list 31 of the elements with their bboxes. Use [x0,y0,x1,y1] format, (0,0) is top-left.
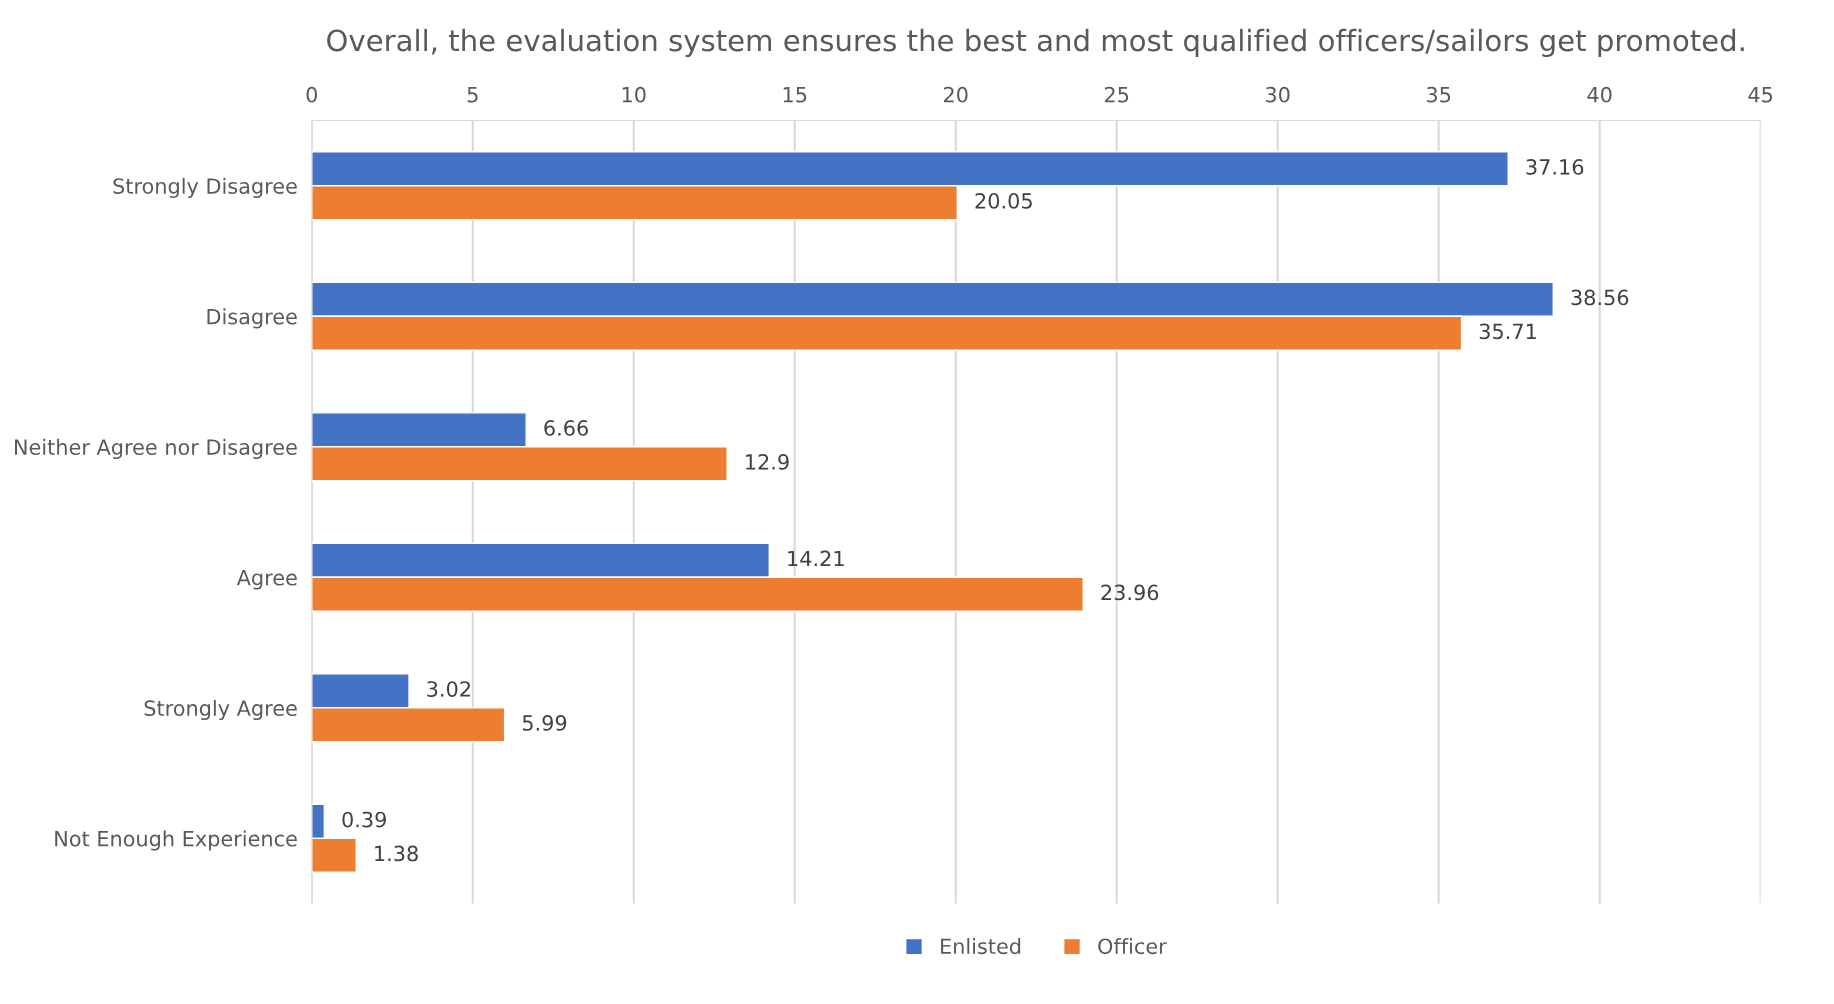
x-tick-label: 25 [1104,86,1129,103]
y-tick-label: Disagree [207,308,297,329]
data-label: 0.39 [342,811,386,828]
x-tick-label: 40 [1587,86,1612,103]
data-label: 23.96 [1101,584,1159,601]
x-tick-label: 10 [622,86,646,103]
y-tick-label: Not Enough Experience [55,830,297,851]
chart-title: Overall, the evaluation system ensures the best and most qualified officers/sailors get promoted. [327,28,1744,58]
data-label: 37.16 [1526,159,1584,175]
data-label: 6.66 [544,420,588,436]
y-tick-label: Neither Agree nor Disagree [14,438,297,460]
data-label: 1.38 [375,845,418,862]
data-label: 38.56 [1571,289,1629,306]
legend-label: Enlisted [941,938,1021,955]
x-tick-label: 15 [783,87,807,103]
y-tick-label: Strongly Agree [144,699,297,721]
data-label: 35.71 [1479,323,1536,340]
data-label: 12.9 [746,454,789,470]
data-label: 20.05 [975,192,1032,209]
legend-label: Officer [1098,938,1167,955]
x-tick-label: 35 [1427,86,1451,103]
data-label: 3.02 [427,681,470,697]
data-label: 5.99 [522,715,567,731]
data-label: 14.21 [788,550,844,567]
x-tick-label: 20 [943,86,968,103]
y-tick-label: Strongly Disagree [113,177,297,198]
x-tick-label: 5 [467,87,478,103]
y-tick-label: Agree [236,570,297,590]
x-tick-label: 45 [1748,87,1773,103]
x-tick-label: 0 [306,86,318,103]
x-tick-label: 30 [1266,86,1290,103]
